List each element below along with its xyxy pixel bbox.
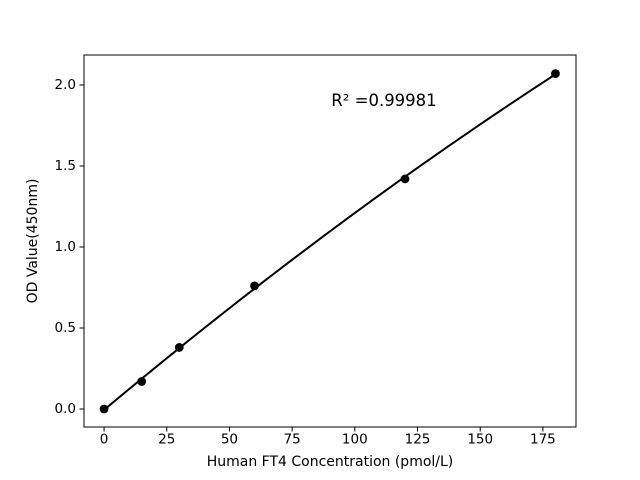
data-point-marker [400, 174, 410, 184]
x-tick-label: 0 [100, 432, 109, 448]
data-point-marker [174, 343, 184, 352]
plot-area [84, 55, 576, 427]
x-tick-label: 50 [221, 432, 238, 448]
data-point-marker [551, 69, 560, 79]
data-points [99, 69, 560, 414]
y-tick-label: 0.0 [55, 401, 76, 417]
plot-border [83, 54, 577, 428]
data-point-marker [250, 281, 259, 291]
data-point-marker [99, 404, 109, 414]
x-axis-label: Human FT4 Concentration (pmol/L) [207, 454, 454, 470]
r-squared-annotation: R² =0.99981 [331, 91, 436, 110]
y-tick-label: 0.5 [55, 320, 76, 336]
y-tick-label: 2.0 [55, 77, 76, 93]
y-tick-label: 1.0 [55, 239, 76, 255]
x-tick-label: 25 [158, 432, 175, 448]
x-tick-label: 100 [342, 432, 368, 448]
x-tick-label: 175 [530, 432, 556, 448]
data-point-marker [137, 377, 147, 386]
x-tick-label: 150 [467, 432, 493, 448]
x-tick-label: 75 [284, 432, 301, 448]
y-axis-label: OD Value(450nm) [25, 179, 41, 304]
x-axis-ticks: 0 25 50 75 100 125 150 175 [100, 427, 556, 448]
y-tick-label: 1.5 [55, 158, 76, 174]
y-axis-ticks: 0.0 0.5 1.0 1.5 2.0 [55, 77, 84, 417]
x-tick-label: 125 [405, 432, 431, 448]
